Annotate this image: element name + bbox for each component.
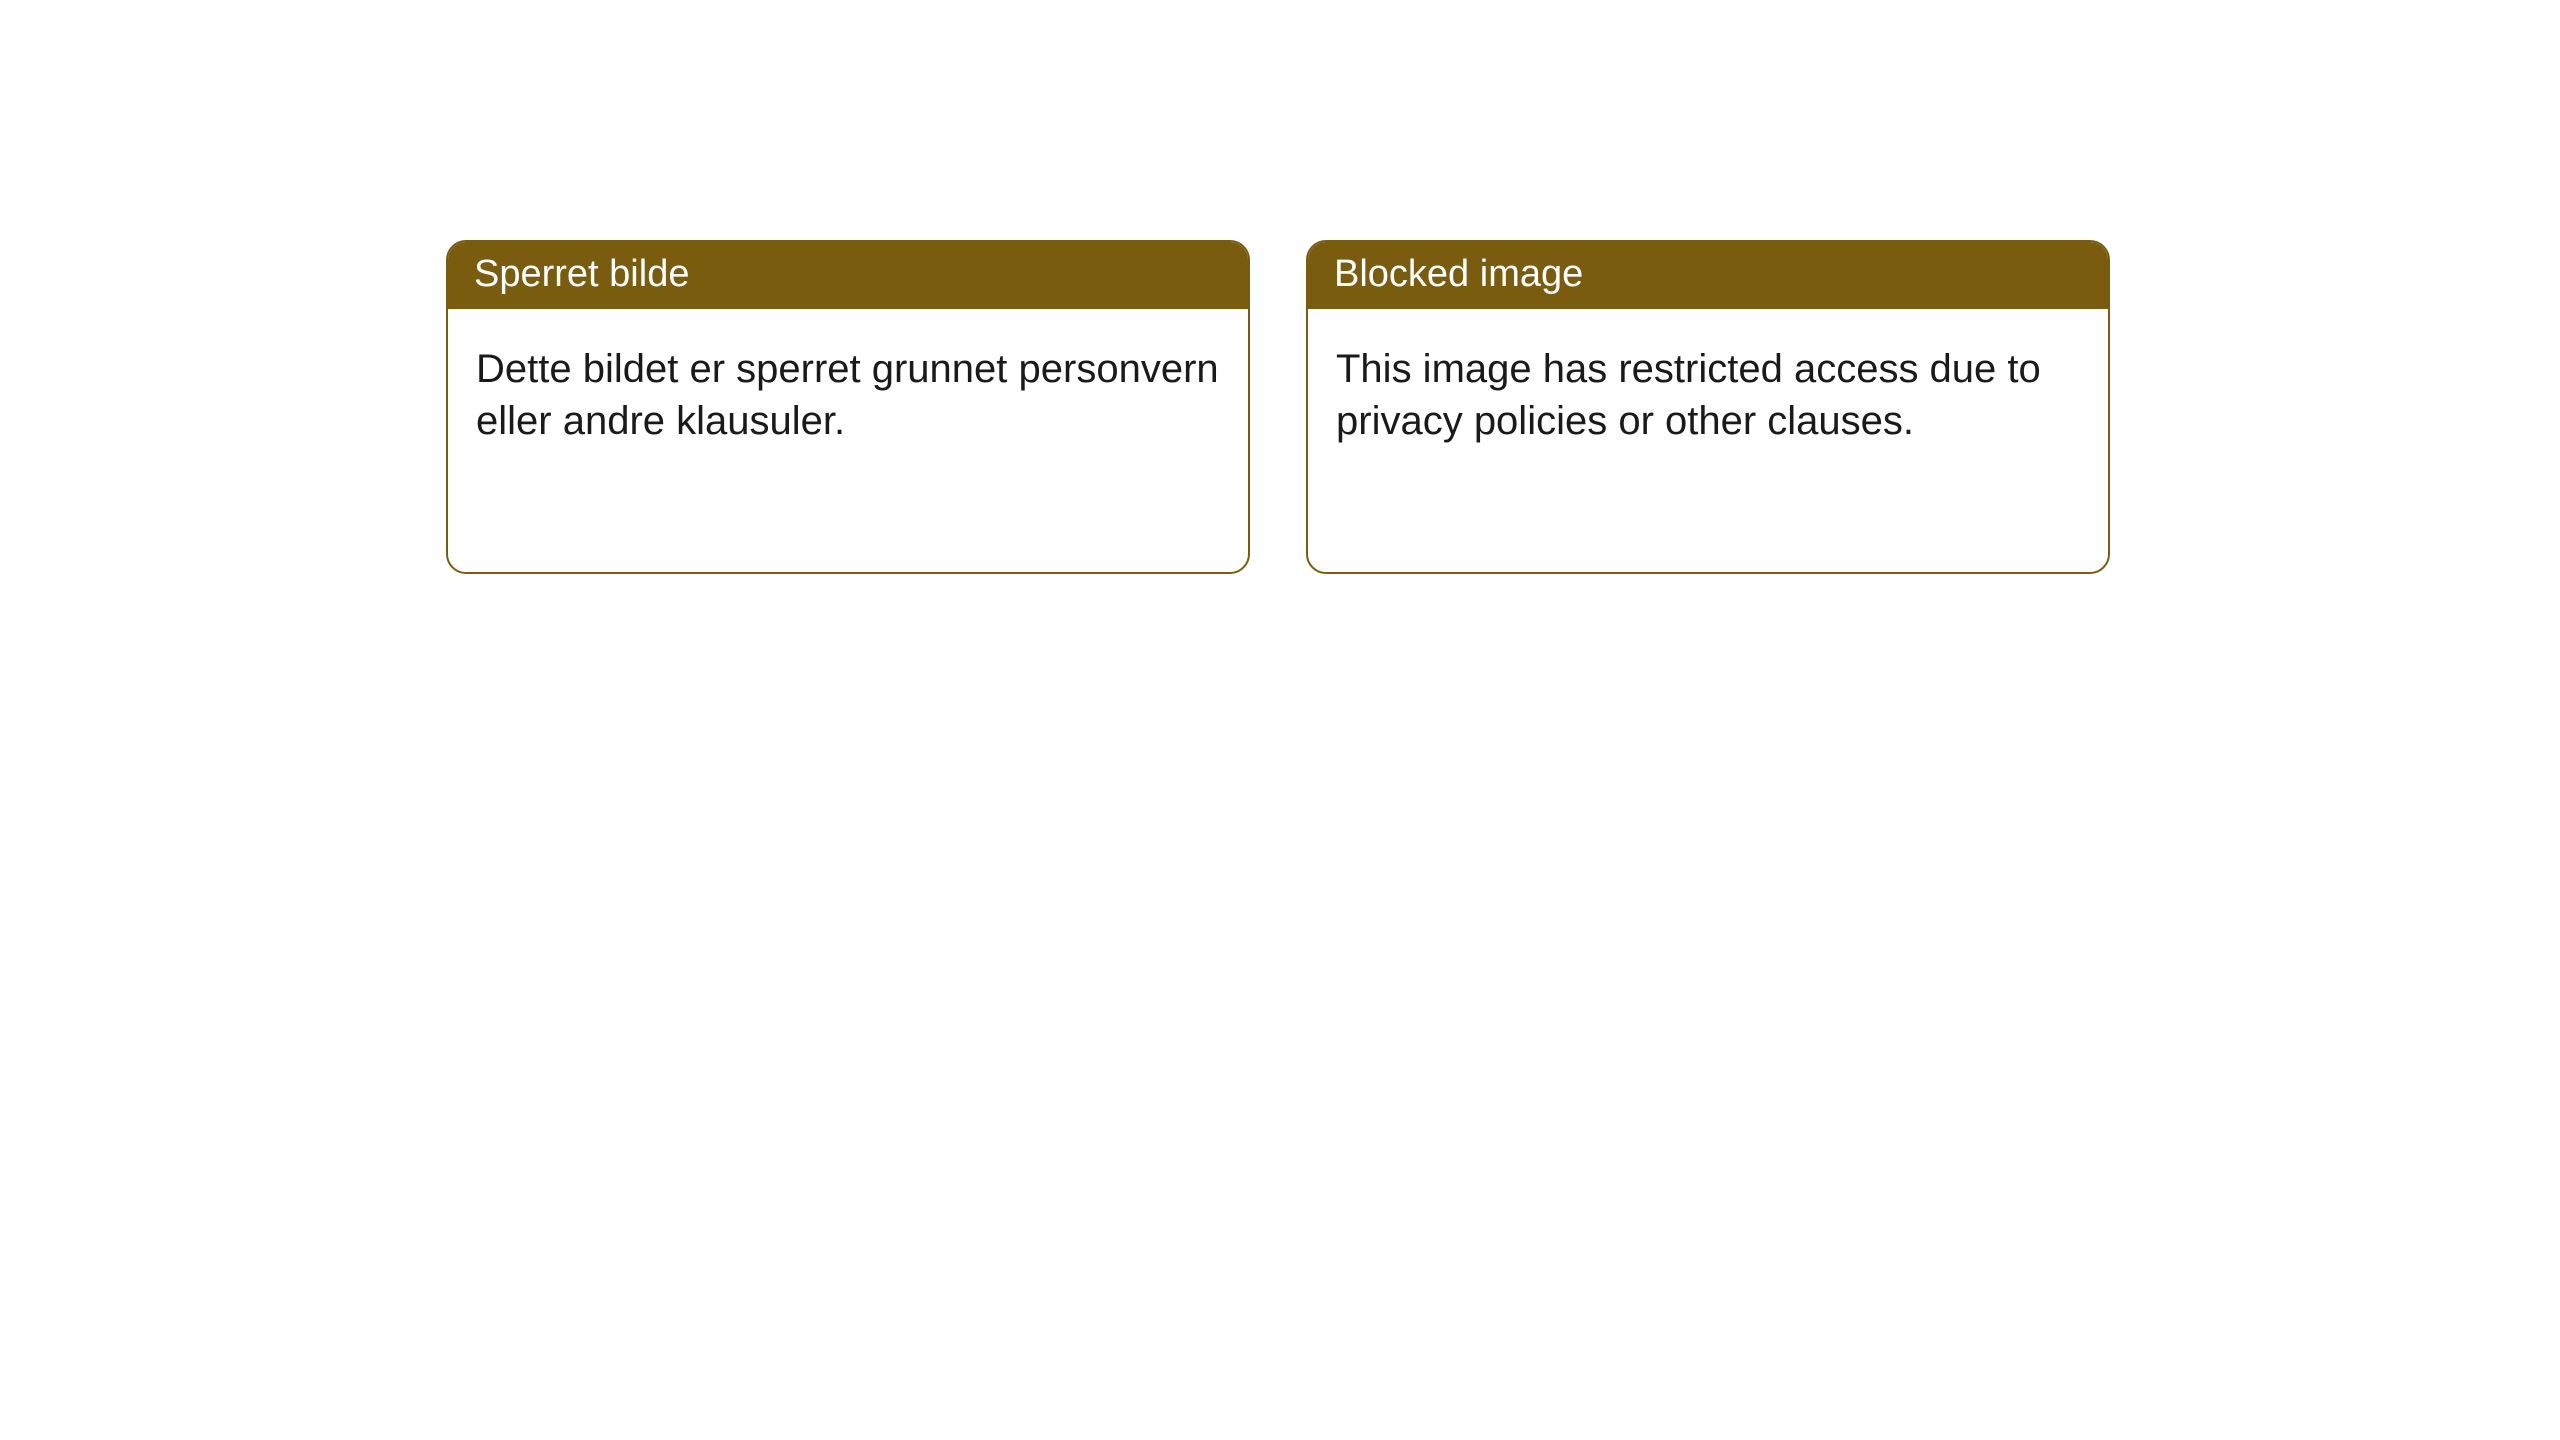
card-body: This image has restricted access due to …: [1308, 309, 2108, 475]
notice-card-norwegian: Sperret bilde Dette bildet er sperret gr…: [446, 240, 1250, 574]
card-title: Blocked image: [1334, 253, 1583, 295]
card-header: Sperret bilde: [448, 242, 1248, 309]
card-header: Blocked image: [1308, 242, 2108, 309]
card-body-text: Dette bildet er sperret grunnet personve…: [476, 347, 1219, 443]
card-body: Dette bildet er sperret grunnet personve…: [448, 309, 1248, 475]
card-body-text: This image has restricted access due to …: [1336, 347, 2041, 443]
notice-card-english: Blocked image This image has restricted …: [1306, 240, 2110, 574]
notice-cards-container: Sperret bilde Dette bildet er sperret gr…: [0, 0, 2560, 574]
card-title: Sperret bilde: [474, 253, 689, 295]
